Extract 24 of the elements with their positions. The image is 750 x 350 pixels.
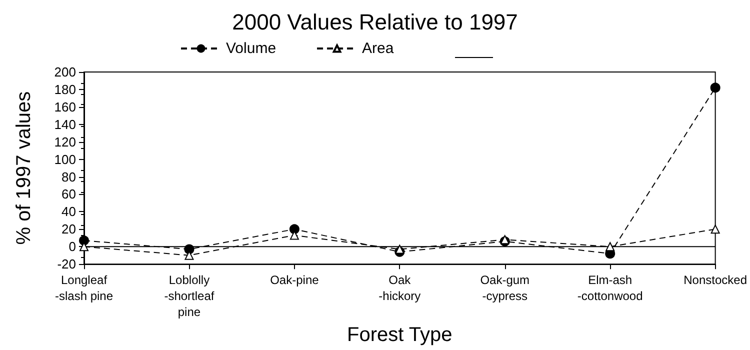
legend-label: Area (362, 40, 394, 57)
y-tick-label: 80 (62, 169, 76, 184)
x-tick-label: Loblolly -shortleaf pine (164, 273, 215, 320)
legend-label: Volume (226, 40, 276, 57)
y-tick-label: 120 (54, 134, 76, 150)
x-tick-label: Oak-gum -cypress (480, 273, 530, 304)
x-tick-label: Nonstocked (684, 273, 748, 288)
y-tick-label: 100 (54, 152, 76, 167)
chart-title: 2000 Values Relative to 1997 (232, 10, 518, 34)
y-tick-label: 40 (62, 204, 76, 220)
x-tick-label: Longleaf -slash pine (54, 273, 114, 304)
x-tick-label: Oak-pine (270, 273, 320, 288)
x-tick-label: Oak -hickory (378, 273, 421, 304)
y-tick-label: 200 (54, 64, 76, 80)
y-tick-label: 140 (54, 116, 76, 132)
y-tick-label: 20 (62, 222, 76, 237)
x-tick-label: Elm-ash -cottonwood (577, 273, 643, 304)
y-tick-label: 0 (68, 239, 76, 254)
y-tick-label: 160 (54, 99, 76, 114)
y-tick-label: 180 (54, 82, 76, 97)
y-axis-title: % of 1997 values (13, 91, 35, 245)
y-tick-label: 60 (62, 186, 76, 202)
y-tick-label: -20 (57, 256, 76, 272)
x-axis-title: Forest Type (347, 324, 452, 346)
